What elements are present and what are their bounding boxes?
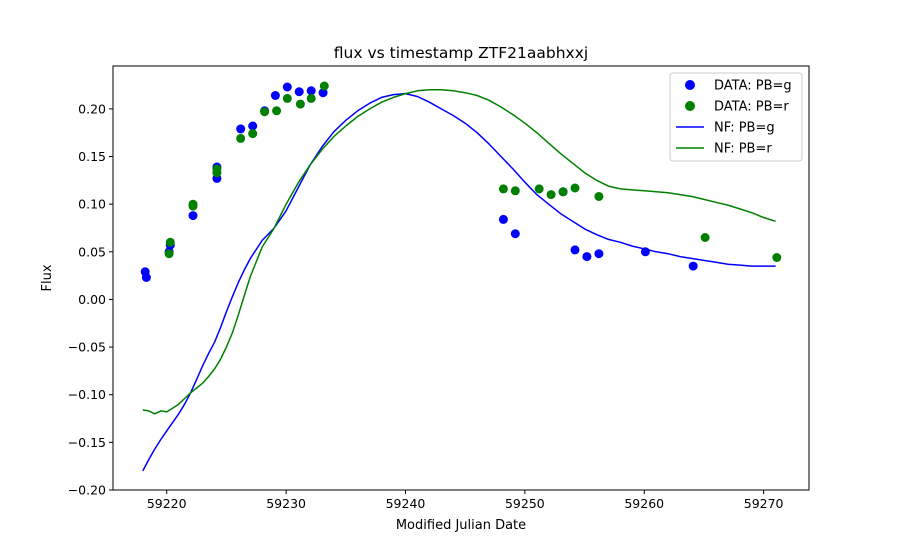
data-point-data-pb-r [295, 99, 305, 109]
chart-title: flux vs timestamp ZTF21aabhxxj [334, 44, 588, 62]
data-point-data-pb-r [558, 187, 568, 197]
data-point-data-pb-r [260, 107, 270, 117]
data-point-data-pb-r [165, 237, 175, 247]
data-point-data-pb-g [282, 82, 292, 92]
legend-marker-data-r [685, 101, 695, 111]
data-point-data-pb-r [319, 81, 329, 91]
legend-label-nf-r: NF: PB=r [714, 142, 772, 157]
plot-area [112, 65, 810, 491]
data-point-data-pb-r [212, 164, 222, 174]
data-point-data-pb-g [188, 211, 198, 221]
data-point-data-pb-g [570, 245, 580, 255]
data-point-data-pb-g [688, 261, 698, 271]
data-point-data-pb-g [640, 247, 650, 257]
data-point-data-pb-g [510, 229, 520, 239]
data-point-data-pb-r [236, 133, 246, 143]
y-tick-label: 0.20 [78, 101, 106, 116]
data-point-data-pb-r [164, 249, 174, 259]
x-axis-title: Modified Julian Date [396, 518, 526, 533]
data-point-data-pb-g [594, 249, 604, 259]
data-point-data-pb-r [498, 184, 508, 194]
series-layer [140, 81, 782, 472]
data-point-data-pb-r [534, 184, 544, 194]
y-tick-label: −0.20 [68, 483, 106, 498]
data-point-data-pb-g [498, 214, 508, 224]
legend-label-data-r: DATA: PB=r [714, 100, 789, 115]
x-tick-label: 59270 [744, 496, 784, 511]
y-tick-label: 0.10 [78, 197, 106, 212]
data-point-data-pb-g [306, 86, 316, 96]
data-point-data-pb-g [270, 91, 280, 100]
y-tick-label: 0.15 [78, 149, 106, 164]
data-point-data-pb-g [294, 87, 304, 97]
x-tick-label: 59240 [386, 496, 426, 511]
data-point-data-pb-r [700, 233, 710, 242]
legend-marker-data-g [685, 80, 695, 90]
y-tick-label: −0.10 [68, 387, 106, 402]
y-tick-label: −0.05 [68, 340, 106, 355]
legend-label-data-g: DATA: PB=g [714, 79, 792, 94]
data-point-data-pb-g [582, 252, 592, 262]
y-axis: −0.20 −0.15 −0.10 −0.05 0.00 0.05 0.10 0.15 0.20 [68, 101, 113, 498]
y-tick-label: 0.05 [78, 244, 106, 259]
x-tick-label: 59250 [505, 496, 545, 511]
legend-box [669, 72, 803, 162]
data-point-data-pb-r [282, 93, 292, 103]
data-point-data-pb-g [141, 273, 151, 282]
x-axis: 59220 59230 59240 59250 59260 59270 [147, 490, 784, 511]
data-point-data-pb-r [772, 253, 782, 262]
data-point-data-pb-r [594, 192, 604, 201]
legend: DATA: PB=g DATA: PB=r NF: PB=g NF: PB=r [669, 72, 803, 162]
x-tick-label: 59260 [624, 496, 664, 511]
data-point-data-pb-g [236, 124, 246, 134]
x-tick-label: 59220 [147, 496, 187, 511]
data-point-data-pb-r [272, 106, 282, 116]
series-line-nf-pb-r [142, 89, 776, 415]
y-axis-title: Flux [40, 264, 55, 291]
data-point-data-pb-g [248, 121, 258, 131]
data-point-data-pb-g [318, 88, 328, 98]
data-point-data-pb-r [510, 186, 520, 196]
data-point-data-pb-r [546, 190, 556, 200]
y-tick-label: −0.15 [68, 435, 106, 450]
data-point-data-pb-r [306, 93, 316, 103]
data-point-data-pb-r [188, 199, 198, 209]
x-tick-label: 59230 [266, 496, 306, 511]
axes-frame [112, 65, 810, 491]
y-tick-label: 0.00 [78, 292, 106, 307]
legend-label-nf-g: NF: PB=g [714, 121, 775, 136]
data-point-data-pb-r [570, 183, 580, 193]
data-point-data-pb-r [248, 129, 258, 139]
